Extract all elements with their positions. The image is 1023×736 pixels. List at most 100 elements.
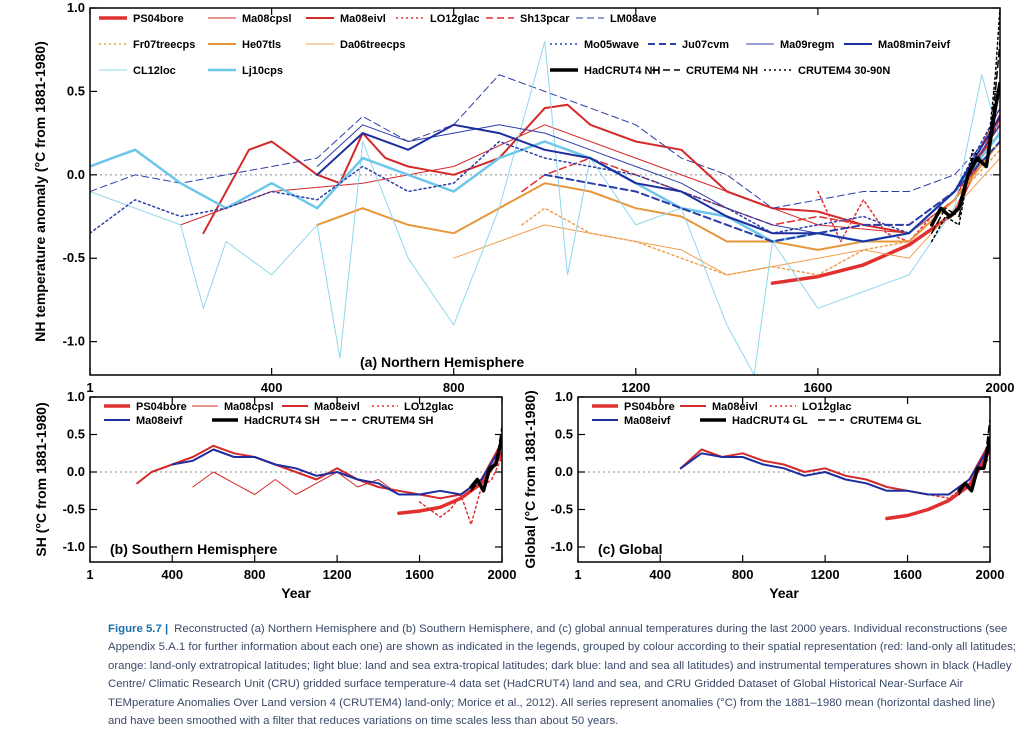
panel-global-xtick-label: 1600: [893, 567, 922, 582]
panel-nh-line-fr07treecps: [521, 149, 1000, 276]
panel-nh-legend-label-mo05wave: Mo05wave: [584, 39, 639, 51]
panel-nh-legend-label-lm08ave: LM08ave: [610, 13, 656, 25]
panel-nh-legend-label-crutem4-30-90n: CRUTEM4 30-90N: [798, 65, 890, 77]
panel-nh-legend: PS04bore Ma08cpsl Ma08eivl LO12glac Sh13pcar…: [99, 13, 950, 77]
panel-sh-legend-label-ma08eivl: Ma08eivl: [314, 401, 360, 413]
panel-sh-xlabel: Year: [281, 585, 311, 601]
panel-nh-ytick-label: 1.0: [67, 0, 85, 15]
panel-nh-legend-label-ma08cpsl: Ma08cpsl: [242, 13, 292, 25]
panel-nh-line-crutem4-nh: [930, 40, 1000, 234]
chart-canvas: 1 400 800 1200 1600 2000 1.0 0.5 0.0 -0.5 -1.0 NH t…: [32, 0, 1014, 601]
panel-global: 1 400 800 1200 1600 2000 1.0 0.5 0.0 -0.5 -1.0 Glob…: [522, 389, 1004, 601]
panel-global-legend: PS04bore Ma08eivl LO12glac Ma08eivf HadCRUT4…: [592, 401, 922, 427]
panel-nh-series: [90, 8, 1000, 375]
panel-nh-legend-label-da06treecps: Da06treecps: [340, 39, 405, 51]
panel-nh-ytick-label: -0.5: [63, 250, 85, 265]
panel-global-legend-label-ma08eivl: Ma08eivl: [712, 401, 758, 413]
panel-nh-legend-label-sh13pcar: Sh13pcar: [520, 13, 570, 25]
panel-nh-xtick-label: 1200: [621, 380, 650, 395]
panel-global-line-ma08eivf: [679, 444, 990, 496]
panel-sh-xtick-label: 800: [244, 567, 266, 582]
panel-nh-xtick-label: 800: [443, 380, 465, 395]
panel-sh-frame: [89, 396, 503, 563]
panel-global-ytick-label: 1.0: [555, 389, 573, 404]
panel-sh-legend-label-ma08cpsl: Ma08cpsl: [224, 401, 274, 413]
panel-nh-line-mo05wave: [90, 107, 1000, 234]
panel-nh-line-lm08ave: [90, 74, 1000, 209]
caption-text: Reconstructed (a) Northern Hemisphere an…: [108, 623, 1017, 728]
panel-nh-legend-label-ma08min7eivf: Ma08min7eivf: [878, 39, 950, 51]
panel-global-legend-label-ma08eivf: Ma08eivf: [624, 415, 671, 427]
panel-sh-series: [136, 426, 502, 526]
panel-nh-xtick-label: 2000: [986, 380, 1015, 395]
panel-sh-legend-label-lo12glac: LO12glac: [404, 401, 454, 413]
panel-global-series: [679, 418, 990, 521]
panel-global-ytick-label: -0.5: [551, 502, 573, 517]
panel-sh-legend-label-crutem4-sh: CRUTEM4 SH: [362, 415, 434, 427]
panel-sh-xtick-label: 1200: [323, 567, 352, 582]
panel-global-title: (c) Global: [598, 541, 663, 557]
panel-global-xtick-label: 1200: [811, 567, 840, 582]
panel-nh-xtick-label: 1: [86, 380, 93, 395]
panel-sh-xtick-label: 2000: [488, 567, 517, 582]
panel-global-legend-label-crutem4-gl: CRUTEM4 GL: [850, 415, 922, 427]
panel-sh-legend-label-ma08eivf: Ma08eivf: [136, 415, 183, 427]
panel-global-legend-label-lo12glac: LO12glac: [802, 401, 852, 413]
panel-nh-legend-label-lo12glac: LO12glac: [430, 13, 480, 25]
panel-sh-ytick-label: 1.0: [67, 389, 85, 404]
panel-nh-line-cl12loc: [90, 40, 1000, 375]
panel-nh-xtick-label: 400: [261, 380, 283, 395]
panel-nh-ytick-label: -1.0: [63, 334, 85, 349]
panel-sh-line-ma08eivl: [136, 441, 502, 500]
panel-global-line-ma08eivl: [679, 441, 990, 496]
panel-nh-legend-label-hadcrut4-nh: HadCRUT4 NH: [584, 65, 660, 77]
panel-sh-title: (b) Southern Hemisphere: [110, 541, 277, 557]
panel-sh-ytick-label: -0.5: [63, 502, 85, 517]
panel-global-ytick-label: 0.0: [555, 464, 573, 479]
panel-nh-title: (a) Northern Hemisphere: [360, 354, 524, 370]
panel-global-xtick-label: 1: [574, 567, 581, 582]
panel-global-frame: [577, 396, 991, 563]
panel-nh-line-ma08min7eivf: [316, 115, 1000, 243]
panel-global-legend-label-hadcrut4-gl: HadCRUT4 GL: [732, 415, 808, 427]
panel-sh-ytick-label: -1.0: [63, 539, 85, 554]
panel-nh-ytick-label: 0.0: [67, 167, 85, 182]
panel-global-ylabel: Global (°C from 1881-1980): [522, 390, 538, 568]
panel-nh-legend-label-lj10cps: Lj10cps: [242, 65, 283, 77]
panel-global-xtick-label: 2000: [976, 567, 1005, 582]
panel-sh-line-ma08eivf: [171, 444, 502, 496]
panel-nh-legend-label-he07tls: He07tls: [242, 39, 281, 51]
panel-nh-ylabel: NH temperature anomaly (°C from 1881-198…: [32, 41, 48, 341]
panel-global-xtick-label: 400: [649, 567, 671, 582]
panel-nh-legend-label-cl12loc: CL12loc: [133, 65, 176, 77]
panel-sh-ytick-label: 0.0: [67, 464, 85, 479]
panel-global-xtick-label: 800: [732, 567, 754, 582]
panel-sh: 1 400 800 1200 1600 2000 1.0 0.5 0.0 -0.5 -1.0 SH (…: [33, 389, 516, 601]
panel-sh-ylabel: SH (°C from 1881-1980): [33, 402, 49, 556]
figure-label: Figure 5.7 |: [108, 623, 169, 635]
panel-nh-legend-label-ps04bore: PS04bore: [133, 13, 184, 25]
panel-nh-ytick-label: 0.5: [67, 83, 85, 98]
figure-caption: Figure 5.7 | Reconstructed (a) Northern H…: [108, 620, 1016, 730]
panel-sh-xtick-label: 400: [161, 567, 183, 582]
panel-sh-xtick-label: 1600: [405, 567, 434, 582]
panel-nh-line-ma08eivl: [202, 103, 1000, 235]
panel-nh-line-he07tls: [316, 140, 1000, 251]
panel-nh-line-ju07cvm: [543, 140, 1000, 243]
panel-global-line-crutem4-gl: [958, 418, 990, 496]
panel-nh-legend-label-ma09regm: Ma09regm: [780, 39, 835, 51]
panel-sh-legend: PS04bore Ma08cpsl Ma08eivl LO12glac Ma08eivf…: [104, 401, 454, 427]
panel-nh: 1 400 800 1200 1600 2000 1.0 0.5 0.0 -0.5 -1.0 NH t…: [32, 0, 1014, 395]
panel-global-ytick-label: -1.0: [551, 539, 573, 554]
panel-nh-legend-label-crutem4-nh: CRUTEM4 NH: [686, 65, 758, 77]
panel-global-xlabel: Year: [769, 585, 799, 601]
panel-sh-legend-label-hadcrut4-sh: HadCRUT4 SH: [244, 415, 320, 427]
panel-sh-line-ps04bore: [397, 451, 502, 516]
panel-nh-line-ps04bore: [770, 114, 1000, 285]
panel-nh-xtick-label: 1600: [803, 380, 832, 395]
panel-global-line-hadcrut4-gl: [957, 436, 990, 493]
panel-sh-ytick-label: 0.5: [67, 427, 85, 442]
panel-nh-legend-label-ju07cvm: Ju07cvm: [682, 39, 729, 51]
panel-global-legend-label-ps04bore: PS04bore: [624, 401, 675, 413]
